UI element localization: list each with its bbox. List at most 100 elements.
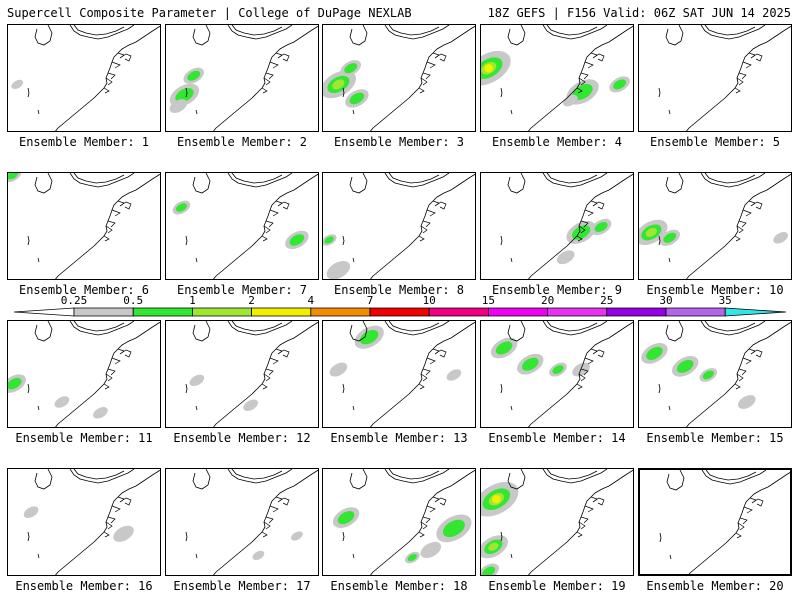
scp-contour <box>324 236 334 244</box>
scp-contour <box>645 227 657 237</box>
panel-map <box>329 321 475 427</box>
inland-mark <box>510 405 513 411</box>
scp-contour <box>360 329 379 345</box>
ensemble-member-label: Ensemble Member: 19 <box>488 579 626 593</box>
color-scale-label: 0.25 <box>61 294 88 307</box>
ensemble-panel-6[interactable] <box>7 172 161 280</box>
cape-outline <box>592 201 605 210</box>
ensemble-panel-20[interactable] <box>638 468 792 576</box>
coastline <box>370 173 475 279</box>
scp-contour <box>702 370 714 380</box>
ensemble-member-label: Ensemble Member: 13 <box>330 431 468 445</box>
coastline <box>688 472 790 574</box>
color-scale-segment <box>369 307 430 317</box>
ensemble-panel-2[interactable] <box>165 24 319 132</box>
cape-outline <box>751 498 764 507</box>
ensemble-panel-15[interactable] <box>638 320 792 428</box>
inland-mark <box>352 405 355 411</box>
ensemble-member-label: Ensemble Member: 20 <box>646 579 784 593</box>
color-scale-segment <box>73 307 134 317</box>
inland-lake <box>658 383 661 394</box>
coastline-detail <box>418 496 440 538</box>
ensemble-panel-11[interactable] <box>7 320 161 428</box>
cape-outline <box>434 497 447 506</box>
ensemble-member-label: Ensemble Member: 17 <box>173 579 311 593</box>
cape-outline <box>119 497 132 506</box>
lake-outline <box>192 469 293 490</box>
color-scale-label: 35 <box>719 294 732 307</box>
inland-lake <box>659 532 662 543</box>
color-scale-segment <box>488 307 548 317</box>
ensemble-panel-4[interactable] <box>480 24 634 132</box>
panel-map <box>500 173 633 279</box>
ensemble-panel-18[interactable] <box>322 468 476 576</box>
ensemble-panel-12[interactable] <box>165 320 319 428</box>
coastline-detail <box>735 497 757 539</box>
ensemble-panel-10[interactable] <box>638 172 792 280</box>
ensemble-member-label: Ensemble Member: 3 <box>333 135 465 149</box>
ensemble-panel-16[interactable] <box>7 468 161 576</box>
inland-lake <box>342 383 345 394</box>
color-scale-label: 10 <box>423 294 436 307</box>
scp-contour <box>189 374 205 387</box>
inland-mark <box>669 554 672 560</box>
ensemble-panel-1[interactable] <box>7 24 161 132</box>
ensemble-member-label: Ensemble Member: 1 <box>18 135 150 149</box>
coastline <box>213 25 318 131</box>
scp-contour <box>8 173 19 180</box>
coastline-detail <box>261 200 283 242</box>
coastline <box>528 25 633 131</box>
scp-contour <box>93 407 108 419</box>
ensemble-panel-9[interactable] <box>480 172 634 280</box>
inland-lake <box>27 235 30 246</box>
ensemble-member-label: Ensemble Member: 7 <box>176 283 308 297</box>
inland-lake <box>500 531 503 542</box>
panel-map <box>659 470 790 574</box>
map-title: Supercell Composite Parameter | College … <box>7 6 412 20</box>
inland-lake <box>658 87 661 98</box>
inland-lake <box>342 531 345 542</box>
lake-outline <box>349 25 450 46</box>
ensemble-panel-7[interactable] <box>165 172 319 280</box>
ensemble-member-label: Ensemble Member: 5 <box>649 135 781 149</box>
color-scale-segment <box>547 307 608 317</box>
ensemble-panel-17[interactable] <box>165 468 319 576</box>
lake-outline <box>349 173 450 194</box>
color-scale-segment <box>13 307 75 317</box>
scp-contour <box>326 260 351 279</box>
coastline <box>213 173 318 279</box>
ensemble-panel-19[interactable] <box>480 468 634 576</box>
panel-map <box>172 173 318 279</box>
coastline <box>55 25 160 131</box>
coastline-detail <box>103 348 125 390</box>
lake-outline <box>34 469 135 490</box>
panel-map <box>481 469 633 575</box>
scp-contour <box>23 506 39 518</box>
scp-contour <box>291 531 303 541</box>
ensemble-panel-8[interactable] <box>322 172 476 280</box>
coastline-detail <box>734 52 756 94</box>
ensemble-panel-14[interactable] <box>480 320 634 428</box>
ensemble-member-label: Ensemble Member: 15 <box>646 431 784 445</box>
inland-lake <box>185 531 188 542</box>
ensemble-member-label: Ensemble Member: 6 <box>18 283 150 297</box>
coastline <box>213 469 318 575</box>
inland-mark <box>37 553 40 559</box>
coastline-detail <box>734 200 756 242</box>
color-scale-segment <box>192 307 252 317</box>
inland-lake <box>342 87 345 98</box>
ensemble-panel-5[interactable] <box>638 24 792 132</box>
scp-contour <box>442 519 465 538</box>
scp-contour <box>492 495 501 504</box>
coastline <box>528 469 633 575</box>
ensemble-member-label: Ensemble Member: 8 <box>333 283 465 297</box>
ensemble-panel-13[interactable] <box>322 320 476 428</box>
inland-lake <box>27 531 30 542</box>
inland-mark <box>37 405 40 411</box>
cape-outline <box>119 349 132 358</box>
ensemble-panel-3[interactable] <box>322 24 476 132</box>
scp-contour <box>175 203 187 212</box>
color-scale-label: 20 <box>541 294 554 307</box>
lake-outline <box>192 25 293 46</box>
run-valid-time: 18Z GEFS | F156 Valid: 06Z SAT JUN 14 20… <box>487 6 791 20</box>
